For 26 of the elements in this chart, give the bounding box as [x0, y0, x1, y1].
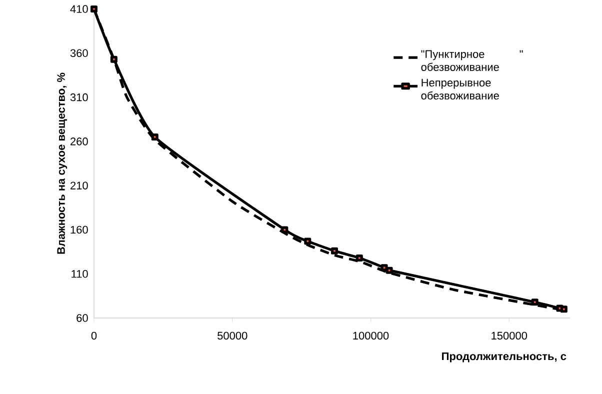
y-tick-label: 110	[72, 270, 88, 278]
point	[110, 56, 118, 63]
point	[560, 306, 568, 313]
point	[356, 254, 363, 262]
point	[304, 238, 312, 245]
point	[531, 298, 538, 306]
legend-label: "Пунктирное " обезвоживание	[421, 50, 523, 71]
point	[330, 247, 338, 254]
point	[90, 6, 98, 13]
x-tick-label: 0	[91, 332, 97, 340]
y-axis-title: Влажность на сухое вещество, %	[57, 72, 68, 254]
x-tick-label: 100000	[353, 332, 389, 340]
y-tick-label: 260	[70, 138, 88, 146]
y-tick-label: 410	[70, 5, 88, 13]
point	[151, 134, 158, 141]
y-tick-label: 210	[70, 182, 88, 190]
x-tick-label: 50000	[218, 332, 248, 340]
y-tick-label: 310	[70, 93, 88, 102]
legend-label: Непрерывное обезвоживание	[421, 78, 499, 100]
y-tick-label: 160	[70, 226, 88, 234]
point	[386, 266, 393, 274]
x-axis-title: Продолжительность, с	[442, 352, 566, 362]
point	[281, 226, 288, 234]
y-tick-label: 60	[76, 314, 88, 322]
x-tick-label: 150000	[492, 332, 528, 340]
y-tick-label: 360	[70, 49, 88, 58]
